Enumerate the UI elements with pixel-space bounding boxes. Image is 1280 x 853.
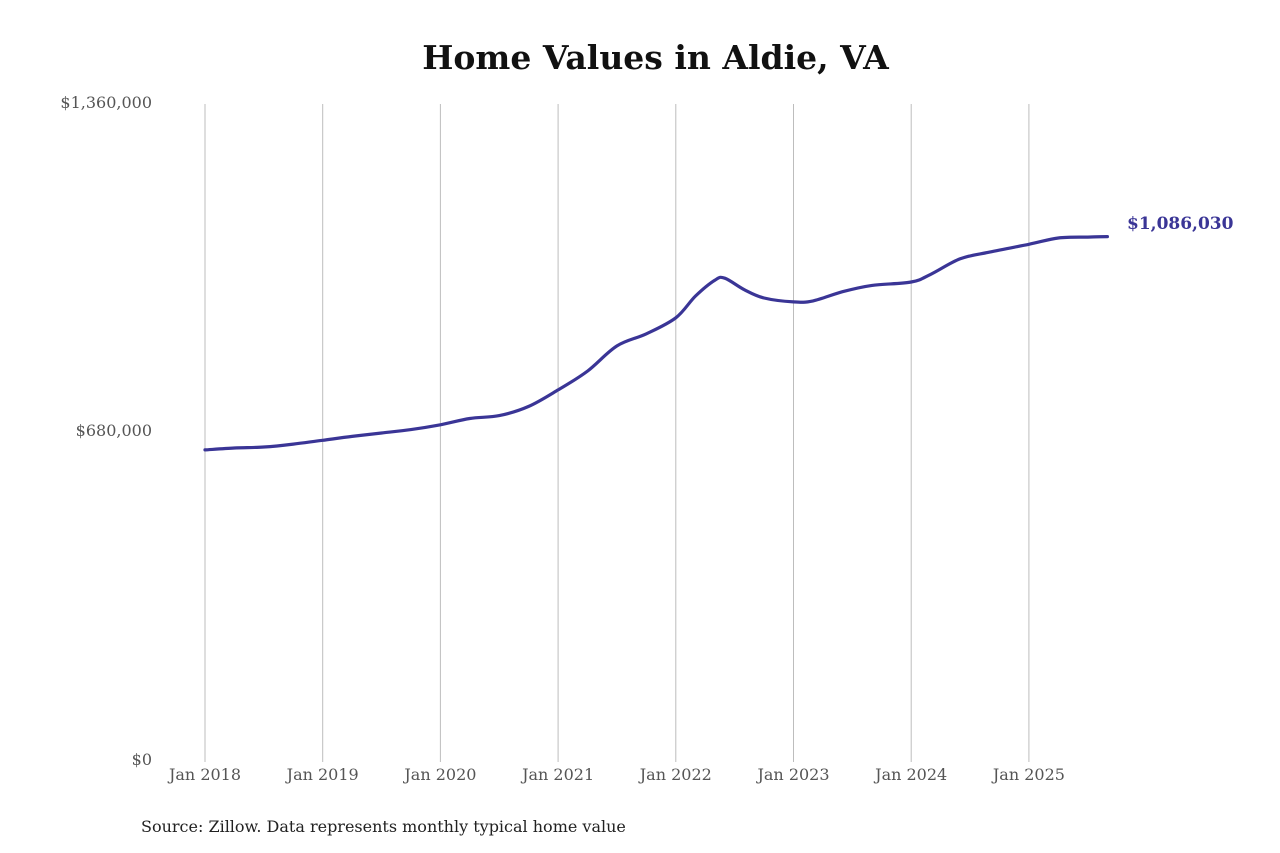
y-tick-top: $1,360,000 (60, 93, 152, 112)
x-tick-label: Jan 2025 (992, 765, 1065, 784)
source-note: Source: Zillow. Data represents monthly … (141, 817, 626, 836)
x-tick-label: Jan 2023 (757, 765, 830, 784)
x-tick-label: Jan 2024 (875, 765, 948, 784)
x-tick-label: Jan 2019 (286, 765, 359, 784)
x-tick-label: Jan 2020 (404, 765, 477, 784)
x-tick-label: Jan 2021 (522, 765, 595, 784)
end-value-label: $1,086,030 (1127, 214, 1234, 234)
y-tick-bottom: $0 (131, 750, 152, 769)
x-tick-label: Jan 2022 (639, 765, 712, 784)
y-tick-mid: $680,000 (75, 421, 152, 440)
vertical-gridlines (204, 104, 1030, 762)
x-tick-label: Jan 2018 (168, 765, 242, 784)
chart-title: Home Values in Aldie, VA (422, 38, 889, 77)
home-value-line (203, 235, 1109, 452)
